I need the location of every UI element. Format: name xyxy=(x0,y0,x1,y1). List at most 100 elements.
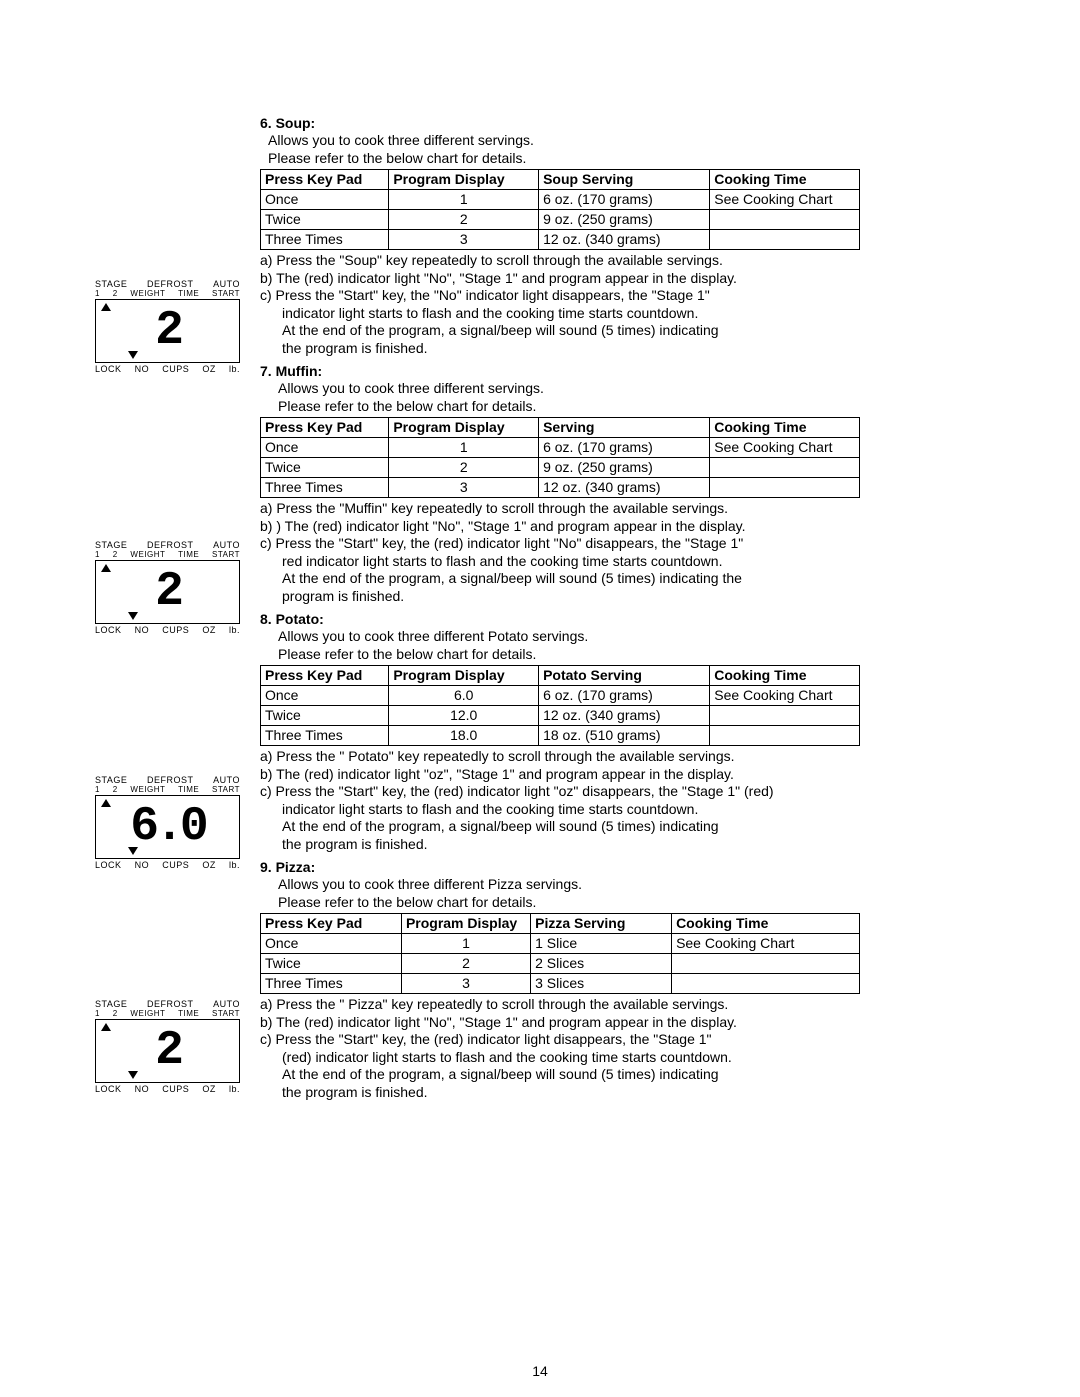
step-line: c) Press the "Start" key, the (red) indi… xyxy=(260,1031,860,1049)
section-desc: Allows you to cook three different Potat… xyxy=(278,628,860,646)
step-line: b) The (red) indicator light "No", "Stag… xyxy=(260,1014,860,1032)
table-cell xyxy=(710,230,860,250)
table-cell: 6 oz. (170 grams) xyxy=(539,438,710,458)
section-title: 7. Muffin: xyxy=(260,363,860,379)
display-label: NO xyxy=(135,364,150,374)
table-header: Pizza Serving xyxy=(531,914,672,934)
table-cell: 1 xyxy=(389,438,539,458)
triangle-up-icon xyxy=(101,1023,111,1031)
table-cell: See Cooking Chart xyxy=(672,934,860,954)
table-cell: 12.0 xyxy=(389,706,539,726)
step-continuation: indicator light starts to flash and the … xyxy=(260,801,860,819)
table-row: Three Times33 Slices xyxy=(261,974,860,994)
display-label: CUPS xyxy=(162,625,189,635)
table-row: Once16 oz. (170 grams)See Cooking Chart xyxy=(261,190,860,210)
display-label: STAGE xyxy=(95,775,127,785)
table-cell: 2 xyxy=(389,458,539,478)
table-cell: 1 Slice xyxy=(531,934,672,954)
step-continuation: At the end of the program, a signal/beep… xyxy=(260,1066,860,1084)
table-cell xyxy=(710,726,860,746)
table-header: Program Display xyxy=(389,418,539,438)
display-label: lb. xyxy=(229,860,240,870)
step-line: c) Press the "Start" key, the "No" indic… xyxy=(260,287,860,305)
table-row: Once16 oz. (170 grams)See Cooking Chart xyxy=(261,438,860,458)
data-table: Press Key PadProgram DisplaySoup Serving… xyxy=(260,169,860,250)
table-cell: 18 oz. (510 grams) xyxy=(539,726,710,746)
section-title: 8. Potato: xyxy=(260,611,860,627)
display-box: 6.0 xyxy=(95,795,240,859)
page-number: 14 xyxy=(0,1363,1080,1379)
table-cell xyxy=(672,974,860,994)
step-continuation: At the end of the program, a signal/beep… xyxy=(260,570,860,588)
table-cell: 1 xyxy=(401,934,530,954)
table-cell: Twice xyxy=(261,210,389,230)
display-label: 2 xyxy=(113,785,118,794)
table-header: Cooking Time xyxy=(710,170,860,190)
table-cell: 12 oz. (340 grams) xyxy=(539,230,710,250)
display-label: DEFROST xyxy=(147,775,194,785)
table-cell: Twice xyxy=(261,954,402,974)
table-cell: 18.0 xyxy=(389,726,539,746)
display-label: 2 xyxy=(113,289,118,298)
table-cell: Once xyxy=(261,686,389,706)
display-label: START xyxy=(212,289,240,298)
table-cell: 12 oz. (340 grams) xyxy=(539,706,710,726)
table-row: Twice12.012 oz. (340 grams) xyxy=(261,706,860,726)
step-line: b) The (red) indicator light "No", "Stag… xyxy=(260,270,860,288)
step-continuation: At the end of the program, a signal/beep… xyxy=(260,322,860,340)
display-label: TIME xyxy=(178,1009,199,1018)
display-label: START xyxy=(212,1009,240,1018)
display-label: NO xyxy=(135,1084,150,1094)
display-label: OZ xyxy=(202,860,216,870)
display-label: lb. xyxy=(229,364,240,374)
triangle-up-icon xyxy=(101,799,111,807)
display-label: NO xyxy=(135,625,150,635)
data-table: Press Key PadProgram DisplayPizza Servin… xyxy=(260,913,860,994)
table-cell: Three Times xyxy=(261,230,389,250)
step-line: b) ) The (red) indicator light "No", "St… xyxy=(260,518,860,536)
table-cell: Three Times xyxy=(261,726,389,746)
triangle-up-icon xyxy=(101,564,111,572)
display-figure: STAGEDEFROSTAUTO12WEIGHTTIMESTART6.0LOCK… xyxy=(95,775,240,870)
table-cell xyxy=(710,478,860,498)
table-header: Press Key Pad xyxy=(261,170,389,190)
table-header: Cooking Time xyxy=(672,914,860,934)
section-title: 9. Pizza: xyxy=(260,859,860,875)
display-label: 2 xyxy=(113,1009,118,1018)
display-label: CUPS xyxy=(162,364,189,374)
data-table: Press Key PadProgram DisplayPotato Servi… xyxy=(260,665,860,746)
table-cell: Three Times xyxy=(261,478,389,498)
table-row: Three Times312 oz. (340 grams) xyxy=(261,230,860,250)
table-cell: Once xyxy=(261,190,389,210)
triangle-down-icon xyxy=(128,351,138,359)
steps: a) Press the "Muffin" key repeatedly to … xyxy=(260,500,860,605)
table-cell: See Cooking Chart xyxy=(710,438,860,458)
step-continuation: (red) indicator light starts to flash an… xyxy=(260,1049,860,1067)
display-label: 1 xyxy=(95,550,100,559)
display-label: AUTO xyxy=(213,540,240,550)
display-label: 1 xyxy=(95,1009,100,1018)
display-figure: STAGEDEFROSTAUTO12WEIGHTTIMESTART2LOCKNO… xyxy=(95,540,240,635)
display-label: lb. xyxy=(229,625,240,635)
display-label: lb. xyxy=(229,1084,240,1094)
table-row: Three Times18.018 oz. (510 grams) xyxy=(261,726,860,746)
triangle-down-icon xyxy=(128,847,138,855)
step-line: a) Press the "Soup" key repeatedly to sc… xyxy=(260,252,860,270)
display-label: AUTO xyxy=(213,999,240,1009)
table-cell: 3 xyxy=(401,974,530,994)
table-header: Program Display xyxy=(389,666,539,686)
table-header: Cooking Time xyxy=(710,666,860,686)
display-label: WEIGHT xyxy=(130,289,165,298)
display-label: DEFROST xyxy=(147,540,194,550)
table-cell: 3 xyxy=(389,478,539,498)
table-cell: 9 oz. (250 grams) xyxy=(539,458,710,478)
display-label: OZ xyxy=(202,364,216,374)
display-label: LOCK xyxy=(95,860,122,870)
table-cell xyxy=(710,706,860,726)
display-label: START xyxy=(212,550,240,559)
step-continuation: the program is finished. xyxy=(260,340,860,358)
table-cell: 3 Slices xyxy=(531,974,672,994)
display-label: 2 xyxy=(113,550,118,559)
table-cell: 6.0 xyxy=(389,686,539,706)
display-label: NO xyxy=(135,860,150,870)
